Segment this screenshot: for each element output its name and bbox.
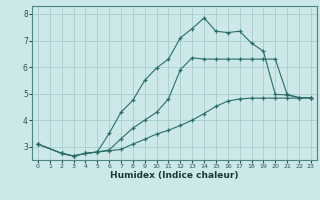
X-axis label: Humidex (Indice chaleur): Humidex (Indice chaleur) xyxy=(110,171,239,180)
